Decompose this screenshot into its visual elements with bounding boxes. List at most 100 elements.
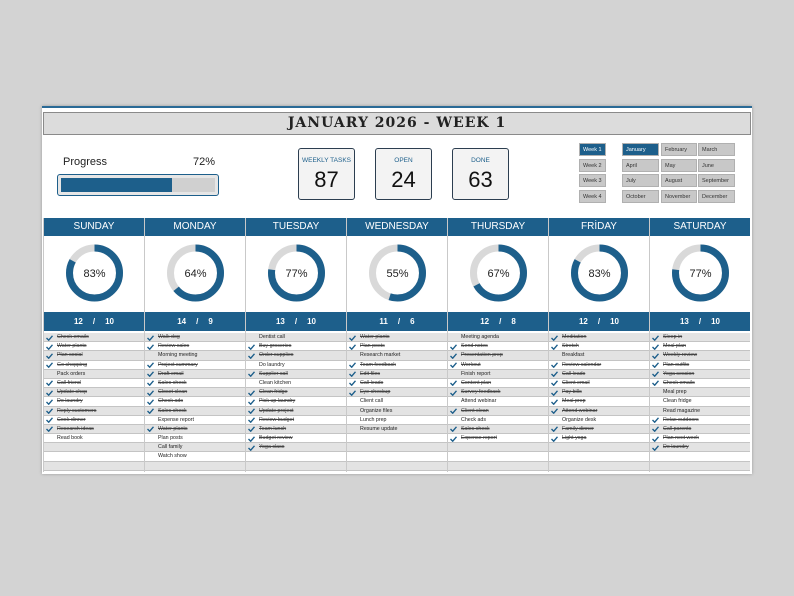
- task-text: Eye checkup: [360, 389, 391, 396]
- check-mark: [652, 426, 659, 433]
- stat-box: DONE 63: [452, 148, 509, 200]
- check-mark: [652, 344, 659, 350]
- count-separator: /: [597, 317, 601, 326]
- month-button[interactable]: December: [698, 189, 735, 203]
- month-button[interactable]: July: [622, 174, 659, 187]
- donut-arc: [268, 244, 325, 302]
- task-row: Stretch: [549, 342, 649, 352]
- check-icon: [248, 371, 255, 378]
- task-text: Relax outdoors: [663, 416, 699, 423]
- month-button[interactable]: November: [661, 189, 697, 203]
- task-text: Yoga session: [663, 370, 695, 377]
- check-mark: [551, 380, 558, 387]
- task-text: Presentation prep: [461, 352, 503, 359]
- week-button[interactable]: Week 2: [579, 158, 606, 172]
- check-icon: [248, 399, 255, 405]
- task-text: Stretch: [562, 343, 579, 350]
- task-text: Read magazine: [663, 407, 701, 414]
- task-row: Dentist call: [246, 333, 346, 343]
- task-row: Call leads: [549, 369, 649, 379]
- donut-arc: [571, 244, 628, 302]
- month-button[interactable]: September: [698, 174, 735, 187]
- check-icon: [248, 435, 255, 442]
- check-mark: [450, 426, 457, 433]
- task-row: Check ads: [145, 397, 245, 407]
- task-row: Research market: [347, 351, 447, 361]
- month-button[interactable]: August: [661, 174, 697, 187]
- done-count: 9: [208, 317, 213, 326]
- week-button[interactable]: Week 1: [579, 143, 606, 156]
- task-text: Meal plan: [663, 343, 686, 350]
- month-button[interactable]: June: [698, 158, 735, 172]
- task-row: Expense report: [145, 416, 245, 425]
- task-count: 13 / 10: [246, 312, 346, 331]
- task-row: Cook dinner: [44, 416, 144, 425]
- planner-sheet: JANUARY 2026 - WEEK 1 Progress 72% WEEKL…: [42, 106, 752, 474]
- check-mark: [46, 417, 53, 424]
- check-mark: [450, 344, 457, 350]
- task-text: Call leads: [360, 379, 384, 386]
- task-row: Clean kitchen: [246, 379, 346, 389]
- check-mark: [652, 334, 659, 341]
- task-text: Call parents: [663, 425, 692, 432]
- task-row: [347, 452, 447, 462]
- week-button[interactable]: Week 3: [579, 174, 606, 187]
- task-list: Sleep in Meal plan Weekly review Plan outfi…: [650, 333, 750, 471]
- check-mark: [147, 344, 154, 350]
- check-mark: [248, 408, 255, 414]
- task-row: Sales check: [145, 406, 245, 416]
- task-text: Review budget: [259, 416, 295, 423]
- total-count: 13: [679, 317, 689, 326]
- month-button[interactable]: February: [661, 143, 697, 156]
- task-row: Check ads: [448, 416, 548, 425]
- task-row: [650, 461, 750, 471]
- month-button[interactable]: May: [661, 158, 697, 172]
- task-text: Watch show: [158, 453, 187, 460]
- check-icon: [551, 362, 558, 369]
- task-row: Edit files: [347, 369, 447, 379]
- week-button[interactable]: Week 4: [579, 189, 606, 203]
- check-mark: [147, 334, 154, 341]
- task-row: Client call: [347, 397, 447, 407]
- task-row: [549, 461, 649, 471]
- day-column: SATURDAY 77% 13 / 10 Sleep in Meal plan Weekly …: [649, 218, 750, 472]
- task-row: Review budget: [246, 416, 346, 425]
- task-text: Do laundry: [663, 444, 689, 451]
- task-row: Reply customers: [44, 406, 144, 416]
- task-row: [347, 443, 447, 453]
- check-icon: [349, 371, 356, 378]
- check-icon: [652, 371, 659, 378]
- check-mark: [551, 362, 558, 369]
- month-button[interactable]: March: [698, 143, 735, 156]
- check-mark: [46, 380, 53, 387]
- task-text: Content plan: [461, 379, 492, 386]
- check-icon: [46, 426, 53, 433]
- task-row: Buy groceries: [246, 342, 346, 352]
- task-row: Update project: [246, 406, 346, 416]
- month-button[interactable]: January: [622, 143, 659, 156]
- task-row: Yoga class: [246, 443, 346, 453]
- check-mark: [248, 417, 255, 424]
- check-icon: [652, 362, 659, 369]
- month-button[interactable]: October: [622, 189, 659, 203]
- task-text: Plan next week: [663, 435, 699, 442]
- month-button[interactable]: April: [622, 158, 659, 172]
- stat-box: OPEN 24: [375, 148, 432, 200]
- task-row: [44, 461, 144, 471]
- check-mark: [248, 399, 255, 405]
- task-row: Meal prep: [650, 388, 750, 398]
- total-count: 12: [578, 317, 588, 326]
- check-icon: [349, 380, 356, 387]
- total-count: 11: [379, 317, 388, 326]
- task-text: Supplier call: [259, 370, 288, 377]
- check-icon: [551, 334, 558, 341]
- check-mark: [147, 362, 154, 369]
- done-count: 8: [511, 317, 516, 326]
- check-icon: [652, 353, 659, 359]
- check-icon: [551, 380, 558, 387]
- task-text: Go shopping: [57, 361, 88, 368]
- task-row: Meal plan: [650, 342, 750, 352]
- task-text: Do laundry: [259, 361, 285, 368]
- task-row: Organize desk: [549, 416, 649, 425]
